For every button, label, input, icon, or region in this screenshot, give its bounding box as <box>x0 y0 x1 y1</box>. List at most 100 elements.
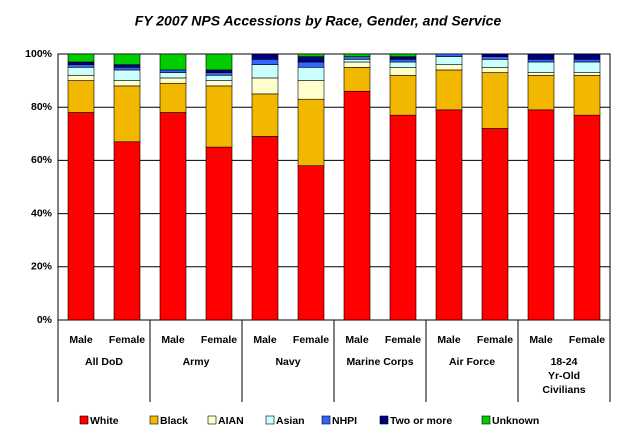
bar-segment <box>113 85 141 143</box>
x-tick-label: Female <box>293 334 329 346</box>
bar-segment <box>159 77 187 84</box>
bar-segment <box>573 74 601 116</box>
bar-segment <box>67 80 95 113</box>
x-tick-label: Female <box>109 334 145 346</box>
bar-segment <box>435 53 463 57</box>
legend-swatch <box>321 415 331 425</box>
bar-segment <box>251 136 279 321</box>
bar-segment <box>251 64 279 79</box>
x-tick-label: Male <box>437 334 461 346</box>
bar-segment <box>113 69 141 81</box>
plot-border <box>57 53 611 321</box>
legend-swatch <box>265 415 275 425</box>
y-tick-label: 20% <box>31 261 53 273</box>
bar-segment <box>343 53 371 57</box>
group-label: Marine Corps <box>346 356 413 368</box>
bar-segment <box>573 114 601 321</box>
bar-segment <box>205 80 233 87</box>
bar-segment <box>67 64 95 68</box>
bar-segment <box>573 59 601 63</box>
bar-segment <box>343 67 371 92</box>
bar-segment <box>67 61 95 65</box>
x-tick-label: Male <box>161 334 185 346</box>
bar-segment <box>435 56 463 65</box>
bar-segment <box>297 56 325 63</box>
bar-segment <box>159 112 187 321</box>
group-label: All DoD <box>85 356 123 368</box>
x-tick-label: Female <box>477 334 513 346</box>
legend-swatch <box>207 415 217 425</box>
bar-segment <box>205 72 233 76</box>
bar-segment <box>481 67 509 73</box>
bar-segment <box>251 59 279 65</box>
bar-segment <box>527 59 555 63</box>
bar-segment <box>481 56 509 60</box>
legend-label: Unknown <box>492 415 539 427</box>
bar-segment <box>481 59 509 68</box>
bar-segment <box>481 72 509 129</box>
bar-segment <box>389 59 417 63</box>
bar-segment <box>205 69 233 73</box>
y-tick-label: 80% <box>31 101 53 113</box>
legend-label: NHPI <box>332 415 357 427</box>
chart-title: FY 2007 NPS Accessions by Race, Gender, … <box>135 13 502 29</box>
bar-segment <box>343 61 371 68</box>
group-label: 18-24 <box>551 356 578 368</box>
bar-segment <box>527 109 555 321</box>
legend-swatch <box>379 415 389 425</box>
bar-segment <box>527 74 555 111</box>
bar-segment <box>113 80 141 87</box>
bar-segment <box>389 114 417 321</box>
bar-segment <box>343 59 371 63</box>
bar-segment <box>205 146 233 321</box>
bar-segment <box>481 53 509 57</box>
bar-segment <box>389 74 417 116</box>
bar-segment <box>435 64 463 71</box>
legend-swatch <box>79 415 89 425</box>
bar-segment <box>67 112 95 321</box>
bar-segment <box>389 53 417 57</box>
bar-segment <box>67 53 95 63</box>
group-label: Yr-Old <box>548 370 580 382</box>
group-label: Army <box>183 356 210 368</box>
legend-swatch <box>481 415 491 425</box>
bar-segment <box>113 53 141 65</box>
bar-segment <box>297 61 325 68</box>
group-label: Civilians <box>542 384 585 396</box>
bar-segment <box>389 56 417 60</box>
bar-segment <box>159 72 187 79</box>
bar-segment <box>297 53 325 57</box>
bar-segment <box>159 69 187 73</box>
bar-segment <box>297 165 325 321</box>
bar-segment <box>573 61 601 73</box>
legend-label: AIAN <box>218 415 244 427</box>
legend-label: Two or more <box>390 415 452 427</box>
y-tick-label: 40% <box>31 207 53 219</box>
bar-segment <box>297 80 325 100</box>
legend-label: Black <box>160 415 188 427</box>
bar-segment <box>205 74 233 81</box>
bar-segment <box>67 74 95 81</box>
bar-segment <box>527 61 555 73</box>
bar-segment <box>573 53 601 60</box>
bar-segment <box>435 69 463 111</box>
bar-segment <box>573 72 601 76</box>
group-label: Air Force <box>449 356 495 368</box>
x-tick-label: Male <box>253 334 277 346</box>
y-tick-label: 100% <box>25 48 53 60</box>
x-tick-label: Male <box>69 334 93 346</box>
legend-swatch <box>149 415 159 425</box>
legend-label: Asian <box>276 415 305 427</box>
bar-segment <box>159 82 187 113</box>
bar-segment <box>343 56 371 60</box>
bar-segment <box>205 85 233 148</box>
bar-segment <box>251 53 279 60</box>
x-tick-label: Female <box>201 334 237 346</box>
bar-segment <box>527 72 555 76</box>
x-tick-label: Female <box>385 334 421 346</box>
legend-label: White <box>90 415 119 427</box>
bar-segment <box>205 53 233 71</box>
bar-segment <box>389 67 417 76</box>
x-tick-label: Male <box>529 334 553 346</box>
